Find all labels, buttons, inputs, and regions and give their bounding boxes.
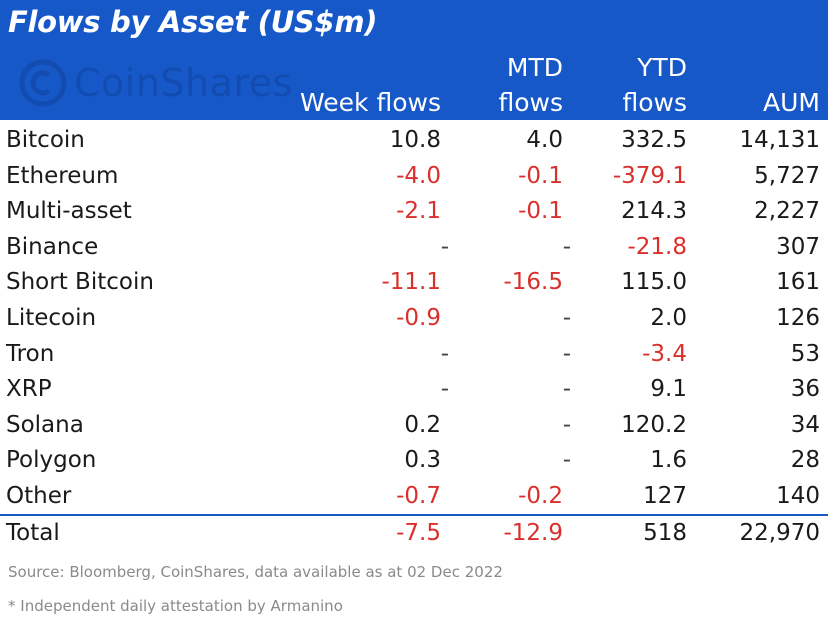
table-cell: 0.3 <box>404 447 441 474</box>
total-cell: -7.5 <box>396 520 441 546</box>
row-label: Ethereum <box>6 162 119 189</box>
total-label: Total <box>6 520 60 546</box>
row-label: Multi-asset <box>6 198 132 225</box>
table-cell: 36 <box>790 376 820 403</box>
table-cell: - <box>440 376 449 403</box>
row-label: Tron <box>6 340 55 367</box>
table-cell: -11.1 <box>381 269 441 296</box>
table-cell: 1.6 <box>650 447 687 474</box>
table-cell: -0.7 <box>396 483 441 509</box>
table-cell: - <box>562 233 571 260</box>
table-cell: 307 <box>776 233 820 260</box>
row-label: XRP <box>6 376 52 403</box>
source-note: Source: Bloomberg, CoinShares, data avai… <box>8 563 503 581</box>
table-cell: -0.9 <box>396 305 441 331</box>
table-title: Flows by Asset (US$m) <box>8 5 378 39</box>
column-header: MTD <box>506 53 563 82</box>
table-cell: 34 <box>790 411 820 438</box>
table-cell: -0.2 <box>518 483 563 509</box>
table-cell: 28 <box>790 447 820 474</box>
coinshares-logo-icon <box>19 59 67 107</box>
table-cell: 0.2 <box>404 411 441 438</box>
row-label: Binance <box>6 233 99 260</box>
table-cell: 115.0 <box>621 269 687 296</box>
column-header: AUM <box>763 88 820 117</box>
table-cell: - <box>562 340 571 367</box>
total-cell: 518 <box>643 520 687 546</box>
row-label: Solana <box>6 411 84 438</box>
total-cell: 22,970 <box>739 520 820 546</box>
table-cell: -3.4 <box>642 340 687 367</box>
table-cell: 2.0 <box>650 305 687 331</box>
table-cell: 332.5 <box>621 127 687 153</box>
table-cell: 5,727 <box>754 162 820 189</box>
table-cell: 9.1 <box>650 376 687 403</box>
table-cell: - <box>562 376 571 403</box>
table-cell: 14,131 <box>739 127 820 153</box>
table-cell: 10.8 <box>389 127 441 153</box>
table-cell: 161 <box>776 269 820 296</box>
row-label: Bitcoin <box>6 127 85 153</box>
table-cell: 53 <box>790 340 820 367</box>
coinshares-watermark: CoinShares <box>18 53 293 113</box>
table-cell: - <box>440 233 449 260</box>
table-cell: 126 <box>776 305 820 331</box>
total-rule <box>0 514 828 516</box>
table-cell: -21.8 <box>627 233 687 260</box>
footnote: * Independent daily attestation by Arman… <box>8 597 343 615</box>
table-cell: - <box>440 340 449 367</box>
table-cell: -0.1 <box>518 162 563 189</box>
table-cell: - <box>562 411 571 438</box>
table-cell: 214.3 <box>621 198 687 225</box>
row-label: Litecoin <box>6 305 97 331</box>
title-band <box>0 0 828 48</box>
table-cell: 2,227 <box>754 198 820 225</box>
table-cell: 140 <box>776 483 820 509</box>
table-cell: -4.0 <box>396 162 441 189</box>
watermark-text: CoinShares <box>74 61 293 105</box>
row-label: Short Bitcoin <box>6 269 154 296</box>
row-label: Other <box>6 483 72 509</box>
row-label: Polygon <box>6 447 97 474</box>
table-cell: - <box>562 305 571 331</box>
column-header: YTD <box>637 53 687 82</box>
column-header: flows <box>498 88 563 117</box>
column-header: Week flows <box>300 88 441 117</box>
total-cell: -12.9 <box>503 520 563 546</box>
table-cell: 120.2 <box>621 411 687 438</box>
table-cell: - <box>562 447 571 474</box>
table-cell: -379.1 <box>612 162 687 189</box>
table-cell: -16.5 <box>503 269 563 296</box>
column-header: flows <box>622 88 687 117</box>
table-cell: -2.1 <box>396 198 441 225</box>
table-cell: 4.0 <box>526 127 563 153</box>
table-cell: 127 <box>643 483 687 509</box>
table-cell: -0.1 <box>518 198 563 225</box>
header-band <box>0 48 828 120</box>
